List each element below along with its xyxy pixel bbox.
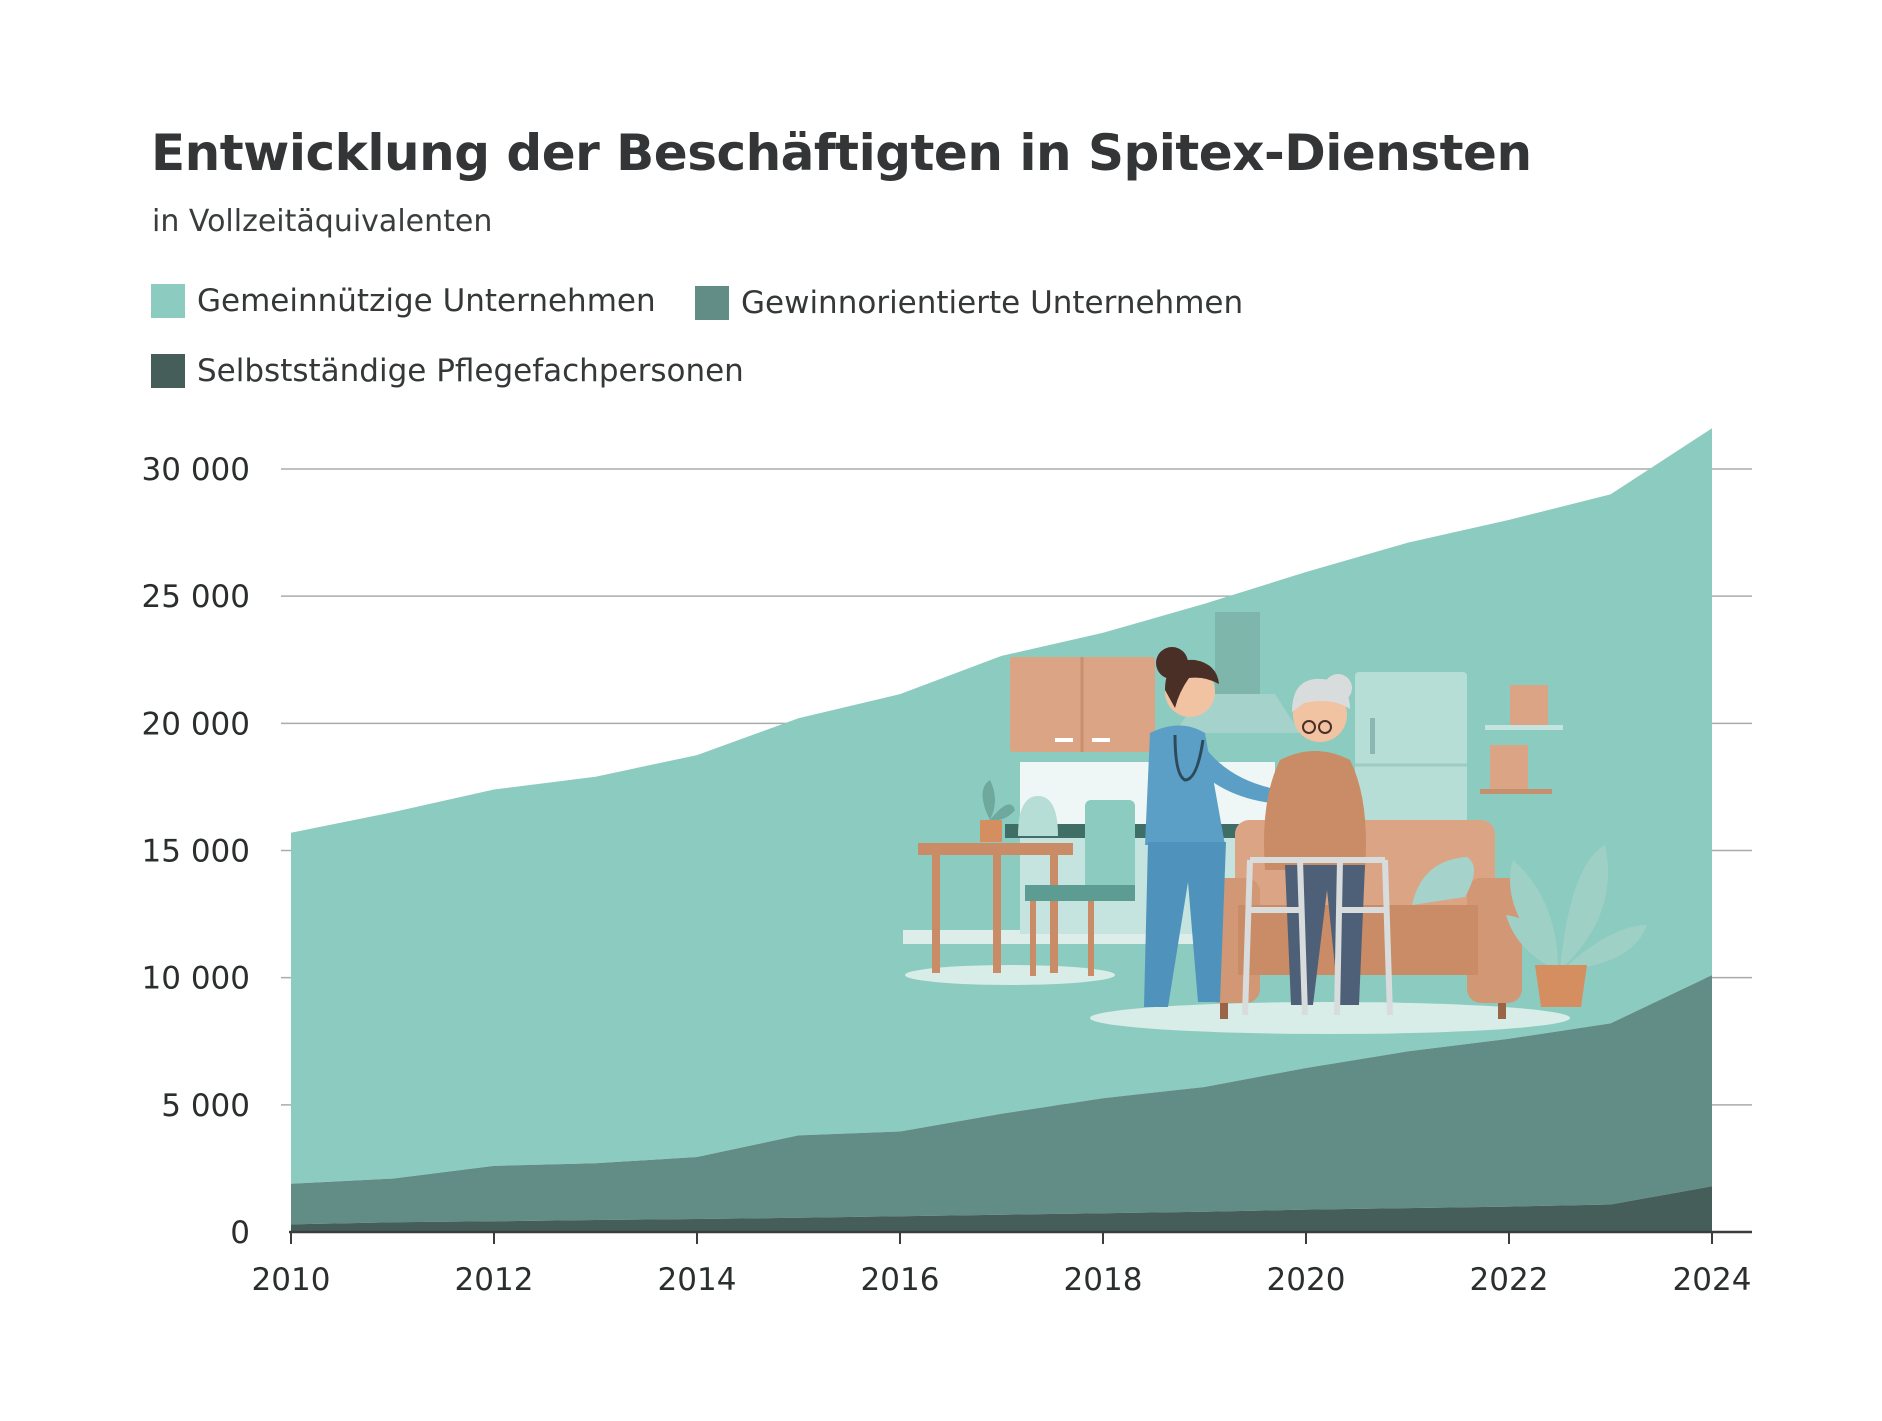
cabinet-handle <box>1055 738 1073 742</box>
legend-swatch <box>151 284 185 318</box>
axes: 0 5 000 10 000 15 000 20 000 25 000 30 000 2010… <box>142 452 1752 1298</box>
x-tick-label: 2022 <box>1470 1262 1549 1298</box>
shelf-frame <box>1510 685 1548 725</box>
table-top <box>918 843 1073 855</box>
senior-cardigan <box>1264 751 1366 870</box>
y-tick-label: 0 <box>230 1215 250 1251</box>
x-tick-label: 2016 <box>861 1262 940 1298</box>
nurse-arm <box>1188 740 1280 804</box>
wall-shelf <box>1480 789 1552 794</box>
nurse-legs <box>1144 842 1226 1007</box>
chart-subtitle: in Vollzeitäquivalenten <box>152 204 493 239</box>
sofa-leg <box>1220 1003 1228 1019</box>
legend-swatch <box>695 286 729 320</box>
small-plant-leaves <box>982 780 1015 821</box>
senior-glasses <box>1302 720 1316 734</box>
legend-label: Gemeinnützige Unternehmen <box>197 283 656 319</box>
nurse-with-senior-illustration <box>903 612 1647 1034</box>
y-tick-label: 10 000 <box>142 961 250 997</box>
chart-title: Entwicklung der Beschäftigten in Spitex-… <box>151 124 1532 182</box>
x-tick-label: 2014 <box>658 1262 737 1298</box>
cabinet-handle <box>1092 738 1110 742</box>
legend-swatch <box>151 354 185 388</box>
x-tick-label: 2020 <box>1267 1262 1346 1298</box>
legend-item-gewinnorientierte: Gewinnorientierte Unternehmen <box>695 285 1243 321</box>
y-tick-label: 15 000 <box>142 834 250 870</box>
shelf-box <box>1490 745 1528 789</box>
table-leg <box>993 855 1001 973</box>
fridge-handle <box>1370 718 1375 754</box>
chair-leg <box>1088 901 1094 976</box>
nurse-hair <box>1165 659 1219 708</box>
hood-chimney <box>1215 612 1260 694</box>
legend-item-gemeinnuetzige: Gemeinnützige Unternehmen <box>151 283 656 319</box>
table-leg <box>1050 855 1058 973</box>
y-tick-label: 30 000 <box>142 452 250 488</box>
nurse-stethoscope <box>1173 734 1205 782</box>
small-plant-pot <box>980 820 1002 842</box>
floor-rug <box>1090 1002 1570 1034</box>
senior-glasses <box>1318 720 1332 734</box>
sofa-cushion <box>1412 857 1475 905</box>
y-tick-label: 5 000 <box>161 1088 250 1124</box>
x-tick-label: 2018 <box>1064 1262 1143 1298</box>
wall-shelf <box>1485 725 1563 730</box>
y-tick-label: 25 000 <box>142 579 250 615</box>
chair-back <box>1085 800 1135 890</box>
x-tick-label: 2012 <box>455 1262 534 1298</box>
x-tick-label: 2024 <box>1673 1262 1752 1298</box>
big-plant-leaves <box>1506 845 1647 970</box>
walker <box>1242 857 1393 1016</box>
legend-item-selbststaendige: Selbstständige Pflegefachpersonen <box>151 353 744 389</box>
plant-pot <box>1535 965 1587 1007</box>
kettle <box>1018 796 1058 836</box>
chair-leg <box>1030 901 1036 976</box>
table-leg <box>932 855 940 973</box>
chair-seat <box>1025 885 1135 901</box>
senior-hair <box>1292 678 1350 712</box>
sofa-leg <box>1498 1003 1506 1019</box>
floor-shadow <box>905 965 1115 985</box>
area-gewinnorientierte-unternehmen <box>291 975 1712 1225</box>
legend-label: Selbstständige Pflegefachpersonen <box>197 353 744 389</box>
area-selbstst-ndige-pflegefachpersonen <box>291 1186 1712 1232</box>
legend-label: Gewinnorientierte Unternehmen <box>741 285 1244 321</box>
sofa-arm-right <box>1467 878 1522 1003</box>
x-tick-label: 2010 <box>252 1262 331 1298</box>
y-tick-label: 20 000 <box>142 706 250 742</box>
